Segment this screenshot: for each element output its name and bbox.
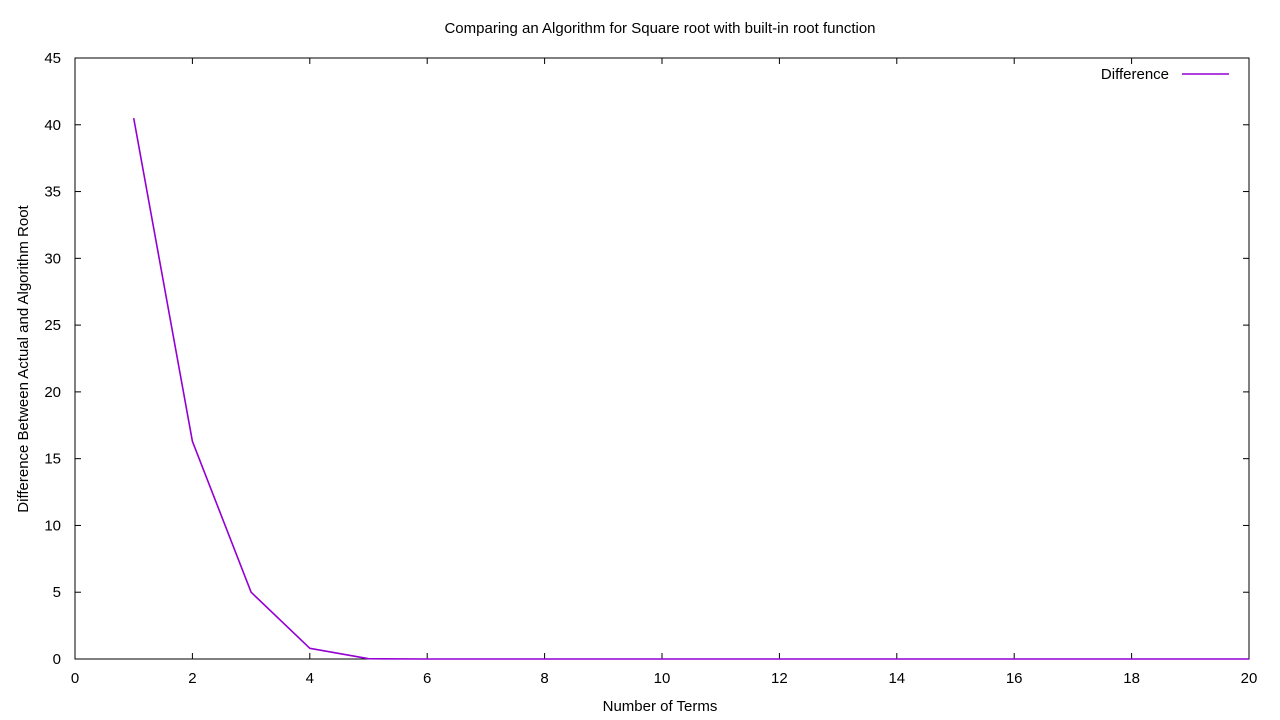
y-tick-label: 15 bbox=[44, 451, 61, 468]
y-tick-label: 45 bbox=[44, 50, 61, 67]
legend-label: Difference bbox=[1101, 66, 1169, 83]
series-line-difference bbox=[132, 117, 1249, 660]
y-axis-label: Difference Between Actual and Algorithm … bbox=[15, 204, 32, 512]
y-tick-label: 40 bbox=[44, 117, 61, 134]
series-lines bbox=[132, 117, 1249, 660]
plot-frame bbox=[74, 57, 1250, 660]
y-tick-label: 30 bbox=[44, 250, 61, 267]
x-tick-label: 6 bbox=[423, 670, 431, 687]
y-tick-label: 20 bbox=[44, 384, 61, 401]
x-tick-label: 4 bbox=[306, 670, 314, 687]
x-tick-label: 20 bbox=[1241, 670, 1258, 687]
x-tick-label: 14 bbox=[888, 670, 905, 687]
x-axis-label: Number of Terms bbox=[603, 698, 718, 715]
x-tick-label: 18 bbox=[1123, 670, 1140, 687]
x-tick-label: 16 bbox=[1006, 670, 1023, 687]
chart-title: Comparing an Algorithm for Square root w… bbox=[444, 20, 875, 37]
x-tick-label: 12 bbox=[771, 670, 788, 687]
y-tick-label: 10 bbox=[44, 517, 61, 534]
y-tick-label: 0 bbox=[53, 651, 61, 668]
x-tick-label: 10 bbox=[654, 670, 671, 687]
x-tick-label: 2 bbox=[188, 670, 196, 687]
y-tick-label: 5 bbox=[53, 584, 61, 601]
y-axis-ticks: 0 5 10 15 20 25 30 35 40 45 bbox=[44, 50, 1249, 668]
y-tick-label: 35 bbox=[44, 184, 61, 201]
legend: Difference bbox=[1101, 66, 1229, 83]
x-axis-ticks: 0 2 4 6 8 10 12 14 16 18 20 bbox=[71, 58, 1258, 687]
x-tick-label: 8 bbox=[540, 670, 548, 687]
y-tick-label: 25 bbox=[44, 317, 61, 334]
x-tick-label: 0 bbox=[71, 670, 79, 687]
